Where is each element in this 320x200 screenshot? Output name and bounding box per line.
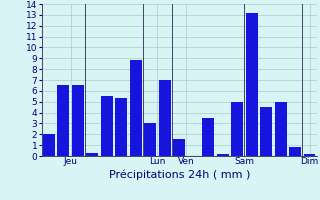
Bar <box>275 102 286 156</box>
Bar <box>86 153 98 156</box>
Bar <box>217 154 228 156</box>
Bar <box>130 60 142 156</box>
Bar <box>144 123 156 156</box>
X-axis label: Précipitations 24h ( mm ): Précipitations 24h ( mm ) <box>108 169 250 180</box>
Bar <box>72 85 84 156</box>
Bar <box>246 13 258 156</box>
Bar <box>202 118 214 156</box>
Bar <box>115 98 127 156</box>
Bar <box>231 102 243 156</box>
Bar <box>173 139 185 156</box>
Bar <box>57 85 69 156</box>
Bar <box>43 134 55 156</box>
Bar <box>159 80 171 156</box>
Bar <box>260 107 272 156</box>
Bar <box>289 147 301 156</box>
Bar <box>101 96 113 156</box>
Bar <box>304 154 316 156</box>
